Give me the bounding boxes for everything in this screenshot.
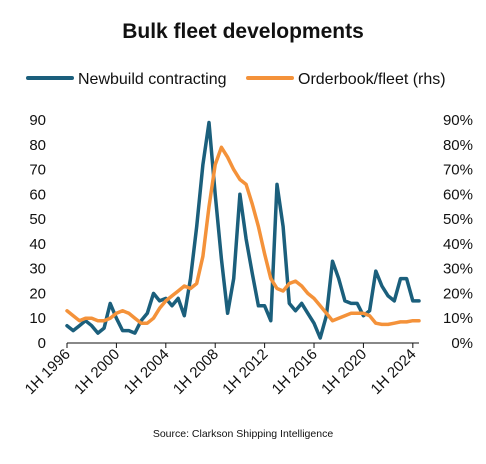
x-tick-label: 1H 2016 <box>269 346 321 398</box>
y-right-tick-label: 30% <box>443 261 473 278</box>
y-left-tick-label: 90 <box>29 112 46 129</box>
legend-label-newbuild: Newbuild contracting <box>78 71 227 88</box>
x-tick-label: 1H 2004 <box>121 346 173 398</box>
y-left-tick-label: 70 <box>29 162 46 179</box>
y-right-tick-label: 10% <box>443 310 473 327</box>
y-right-tick-label: 40% <box>443 236 473 253</box>
x-tick-label: 1H 2024 <box>368 346 420 398</box>
y-right-tick-label: 70% <box>443 162 473 179</box>
y-right-tick-label: 0% <box>451 335 473 352</box>
y-left-tick-label: 0 <box>38 335 46 352</box>
source-note: Source: Clarkson Shipping Intelligence <box>153 428 334 440</box>
y-right-tick-label: 90% <box>443 112 473 129</box>
y-left-tick-label: 40 <box>29 236 46 253</box>
legend: Newbuild contracting Orderbook/fleet (rh… <box>26 71 446 88</box>
chart-title: Bulk fleet developments <box>122 20 364 43</box>
y-left-tick-label: 50 <box>29 211 46 228</box>
y-left-tick-label: 20 <box>29 285 46 302</box>
y-left-tick-label: 10 <box>29 310 46 327</box>
x-tick-label: 1H 2020 <box>318 346 370 398</box>
series-layer <box>65 120 421 340</box>
y-left-tick-label: 80 <box>29 137 46 154</box>
series-line-newbuild-contracting <box>65 120 421 340</box>
y-right-tick-label: 20% <box>443 285 473 302</box>
y-right-tick-label: 50% <box>443 211 473 228</box>
y-axis-right: 0% 10% 20% 30% 40% 50% 60% 70% 80% 90% <box>443 112 473 352</box>
y-right-tick-label: 80% <box>443 137 473 154</box>
x-tick-label: 1H 2008 <box>170 346 222 398</box>
x-tick-label: 1H 2012 <box>219 346 271 398</box>
series-line-orderbook-fleet <box>65 145 421 327</box>
y-left-tick-label: 30 <box>29 261 46 278</box>
y-right-tick-label: 60% <box>443 186 473 203</box>
y-axis-left: 0 10 20 30 40 50 60 70 80 90 <box>29 112 46 352</box>
x-tick-label: 1H 2000 <box>71 346 123 398</box>
x-tick-label: 1H 1996 <box>22 346 74 398</box>
legend-label-orderbook: Orderbook/fleet (rhs) <box>298 71 446 88</box>
y-left-tick-label: 60 <box>29 186 46 203</box>
